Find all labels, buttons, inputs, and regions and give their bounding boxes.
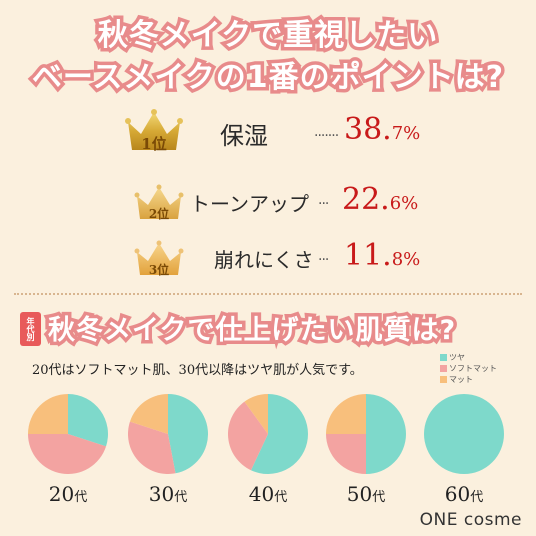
legend-item: ソフトマット	[440, 363, 497, 374]
pie-svg	[424, 394, 504, 474]
pie-age-label: 50代	[346, 482, 386, 506]
rank-label: 保湿	[220, 122, 268, 150]
main-title-line1: 秋冬メイクで重視したい	[94, 15, 440, 57]
pie-svg	[326, 394, 406, 474]
pie-age-label: 60代	[444, 482, 484, 506]
rank-badge-label: 3位	[148, 263, 170, 277]
crown-icon: 3位	[134, 240, 184, 278]
leader-dots: ···	[318, 196, 329, 212]
pie-slice-matte	[129, 394, 168, 434]
legend: ツヤ ソフトマット マット	[440, 352, 497, 385]
pie-slice-matte	[244, 394, 268, 434]
rank-row-3: 3位 崩れにくさ ··· 11.8%	[0, 236, 536, 286]
pie-slice-soft-matte	[326, 434, 366, 474]
rank-percent: 38.7%	[344, 112, 421, 147]
section-divider	[14, 293, 522, 295]
leader-dots: ···	[318, 252, 329, 268]
pie-slice-tsuya	[250, 394, 308, 474]
pie-svg	[28, 394, 108, 474]
leader-dots: ·······	[314, 128, 339, 144]
rank-label: トーンアップ	[190, 192, 309, 216]
pie-slice-matte	[326, 394, 366, 434]
pie-slice-tsuya	[366, 394, 406, 474]
pie-slice-tsuya	[424, 394, 504, 474]
pie-age-label: 30代	[148, 482, 188, 506]
section-title: 秋冬メイクで仕上げたい肌質は?	[45, 312, 459, 350]
rank-row-2: 2位 トーンアップ ··· 22.6%	[0, 180, 536, 230]
brand-logo: ONE cosme	[419, 510, 522, 530]
rank-percent: 11.8%	[344, 238, 421, 273]
pie-age-label: 20代	[48, 482, 88, 506]
legend-item: ツヤ	[440, 352, 497, 363]
pie-slice-soft-matte	[28, 434, 107, 474]
rank-badge-label: 2位	[148, 207, 170, 221]
pie-age-label: 40代	[248, 482, 288, 506]
pie-chart: 40代	[228, 394, 308, 514]
rank-percent: 22.6%	[342, 182, 419, 217]
pie-slice-tsuya	[68, 394, 108, 447]
pie-svg	[228, 394, 308, 474]
rank-label: 崩れにくさ	[214, 248, 314, 272]
pie-chart: 30代	[128, 394, 208, 514]
crown-icon: 1位	[124, 108, 184, 154]
pie-slice-tsuya	[168, 394, 208, 474]
legend-item: マット	[440, 374, 497, 385]
pie-chart: 60代	[424, 394, 504, 514]
pie-chart: 50代	[326, 394, 406, 514]
age-group-badge: 年代別	[20, 312, 41, 346]
pie-slice-matte	[28, 394, 68, 434]
rank-badge-label: 1位	[141, 135, 167, 153]
pie-slice-soft-matte	[228, 401, 268, 471]
section-subtitle: 20代はソフトマット肌、30代以降はツヤ肌が人気です。	[32, 363, 363, 378]
crown-icon: 2位	[134, 184, 184, 222]
pie-chart: 20代	[28, 394, 108, 514]
pie-slice-soft-matte	[128, 421, 176, 474]
rank-row-1: 1位 保湿 ······· 38.7%	[0, 108, 536, 158]
main-title-line2: ベースメイクの1番のポイントは?	[28, 57, 506, 99]
pie-svg	[128, 394, 208, 474]
